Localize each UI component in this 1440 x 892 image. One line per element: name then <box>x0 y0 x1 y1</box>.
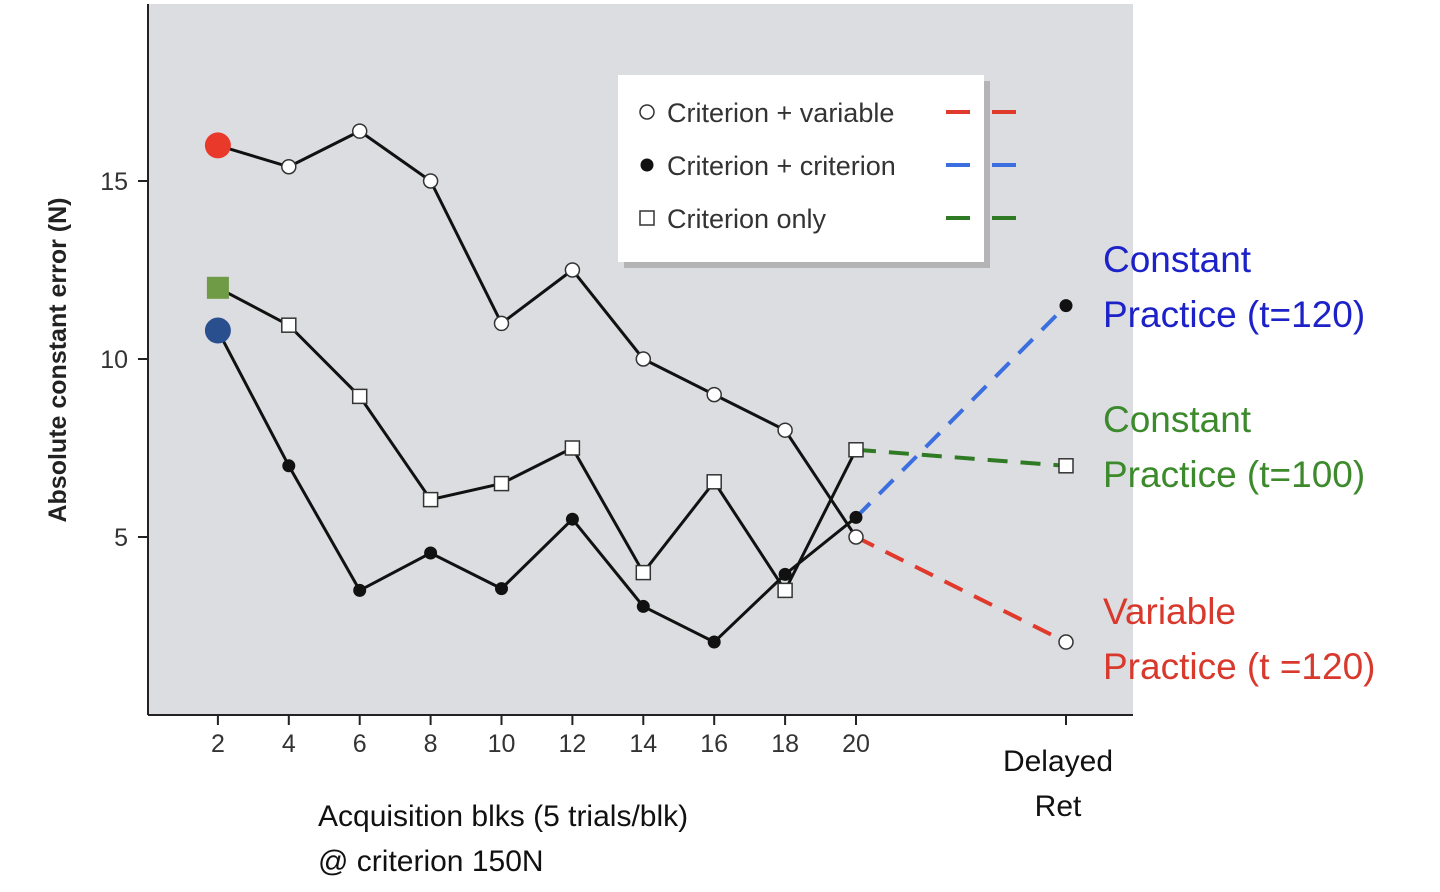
legend-label: Criterion only <box>667 204 827 234</box>
data-point <box>706 386 722 403</box>
retention-dashed-line <box>855 535 1067 644</box>
y-axis-label: Absolute constant error (N) <box>44 197 72 522</box>
legend-label: Criterion + criterion <box>667 151 896 181</box>
y-tick-label: 10 <box>100 346 128 374</box>
annotation-text: Practice (t =120) <box>1103 646 1375 687</box>
data-point <box>424 546 438 560</box>
data-point <box>493 315 510 332</box>
delayed-label-line2: Ret <box>1035 790 1082 823</box>
data-point <box>635 351 652 367</box>
data-point <box>206 276 229 299</box>
y-tick-label: 15 <box>100 168 128 196</box>
data-point <box>422 491 439 508</box>
x-axis-label-line2: @ criterion 150N <box>318 845 544 878</box>
x-tick-label: 6 <box>353 730 367 758</box>
data-point <box>636 599 650 613</box>
x-tick-label: 20 <box>842 730 870 758</box>
data-point <box>635 564 652 581</box>
data-point <box>281 317 297 333</box>
data-point <box>493 475 510 492</box>
data-point <box>707 635 721 649</box>
legend-label: Criterion + variable <box>667 98 894 128</box>
data-point <box>1059 299 1073 313</box>
series-line <box>217 129 858 538</box>
data-point <box>564 262 581 278</box>
delayed-label-line1: Delayed <box>1003 745 1113 778</box>
data-point <box>353 583 367 597</box>
data-point <box>495 582 508 596</box>
series-line <box>217 286 858 594</box>
data-point <box>848 529 864 545</box>
annotation-text: Constant <box>1103 239 1252 280</box>
retention-dashed-line <box>855 447 1067 468</box>
annotation-text: Variable <box>1103 591 1236 632</box>
data-point <box>640 158 654 172</box>
y-tick-label: 5 <box>114 524 128 552</box>
data-point <box>639 210 655 226</box>
data-point <box>204 132 231 159</box>
x-tick-label: 16 <box>700 730 728 758</box>
data-point <box>848 442 864 458</box>
data-point <box>422 173 439 189</box>
data-point <box>204 317 231 344</box>
data-point <box>639 104 655 120</box>
x-tick-label: 2 <box>211 730 225 758</box>
data-point <box>282 459 296 473</box>
x-tick-label: 8 <box>424 730 438 758</box>
x-axis-label-line1: Acquisition blks (5 trials/blk) <box>318 800 688 833</box>
annotation-text: Constant <box>1103 399 1252 440</box>
data-point <box>351 123 368 139</box>
annotation-text: Practice (t=120) <box>1103 294 1365 335</box>
x-tick-label: 4 <box>282 730 296 758</box>
data-point <box>564 440 581 456</box>
data-point <box>351 388 368 405</box>
data-point <box>1058 634 1074 650</box>
data-point <box>1058 458 1074 474</box>
annotation-text: Practice (t=100) <box>1103 454 1365 495</box>
data-point <box>565 512 579 526</box>
retention-dashed-line <box>854 304 1068 519</box>
data-point <box>706 474 722 490</box>
x-tick-label: 10 <box>488 730 516 758</box>
x-tick-label: 18 <box>771 730 799 758</box>
legend: Criterion + variable Criterion + criterio… <box>618 75 1016 268</box>
series-line <box>216 329 857 644</box>
data-point <box>849 510 863 524</box>
data-point <box>281 159 297 175</box>
x-tick-label: 12 <box>558 730 586 758</box>
data-point <box>778 567 792 581</box>
x-tick-label: 14 <box>629 730 657 758</box>
data-point <box>777 582 793 599</box>
data-point <box>777 422 793 438</box>
